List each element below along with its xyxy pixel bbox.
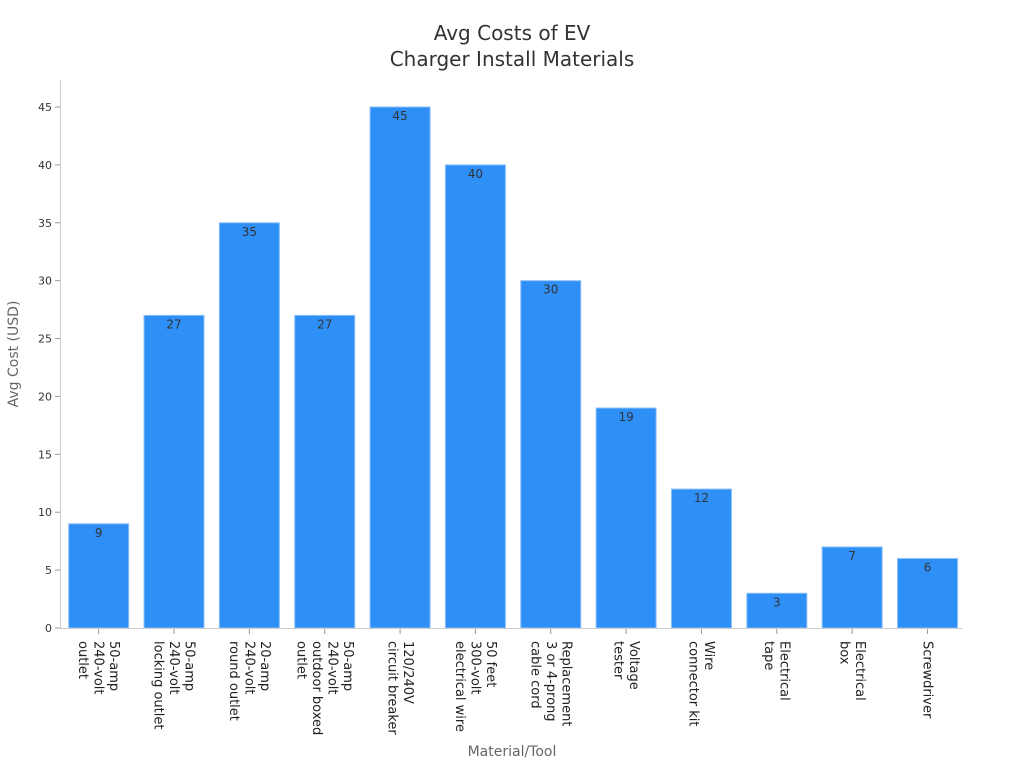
y-axis-label: Avg Cost (USD) xyxy=(6,301,22,408)
bar xyxy=(897,558,959,629)
x-tick-label-line: 240-volt xyxy=(91,641,106,695)
x-tick-label-line: tester xyxy=(610,641,625,680)
y-tick-label: 45 xyxy=(38,101,52,114)
x-tick-label-line: 50 feet xyxy=(483,641,498,687)
x-tick-label-line: Replacement xyxy=(558,641,573,726)
bar-value-label: 3 xyxy=(773,595,781,609)
x-tick-label-line: Screwdriver xyxy=(920,641,935,719)
bar xyxy=(595,407,657,629)
bar xyxy=(218,222,280,629)
x-tick-label-line: 240-volt xyxy=(324,641,339,695)
bar-value-label: 27 xyxy=(317,317,332,331)
x-tick-label-line: 3 or 4-prong xyxy=(543,641,558,722)
chart-title-line-1: Avg Costs of EV xyxy=(434,21,591,45)
y-tick-label: 35 xyxy=(38,217,52,230)
bar-value-label: 12 xyxy=(694,491,709,505)
x-tick-label-line: 50-amp xyxy=(182,641,197,691)
y-tick-label: 5 xyxy=(45,564,52,577)
x-tick-label-line: outlet xyxy=(293,641,308,679)
x-tick-label-line: 120/240V xyxy=(400,641,415,704)
x-tick-label-line: 50-amp xyxy=(106,641,121,691)
x-tick-label-line: tape xyxy=(761,641,776,670)
x-tick-label-line: 240-volt xyxy=(241,641,256,695)
chart-title-line-2: Charger Install Materials xyxy=(390,47,635,71)
bar xyxy=(821,546,883,629)
x-tick-label-line: circuit breaker xyxy=(384,641,399,735)
x-tick-label-line: outlet xyxy=(75,641,90,679)
x-tick-label: Screwdriver xyxy=(920,641,935,719)
x-tick-label-line: Electrical xyxy=(852,641,867,701)
bar-value-label: 45 xyxy=(392,109,407,123)
bar xyxy=(143,314,205,629)
x-tick-label-line: cable cord xyxy=(527,641,542,709)
x-tick-label-line: 240-volt xyxy=(166,641,181,695)
x-tick-label-line: box xyxy=(836,641,851,665)
bar-value-label: 7 xyxy=(848,549,856,563)
x-tick-label-line: Voltage xyxy=(626,641,641,690)
y-tick-label: 25 xyxy=(38,333,52,346)
bar-value-label: 9 xyxy=(95,526,103,540)
x-tick-label-line: 300-volt xyxy=(467,641,482,695)
bar-value-label: 40 xyxy=(468,167,483,181)
x-tick-label-line: Electrical xyxy=(777,641,792,701)
y-tick-label: 20 xyxy=(38,390,52,403)
x-tick-label-line: outdoor boxed xyxy=(309,641,324,735)
bar xyxy=(746,592,808,629)
x-tick-label-line: electrical wire xyxy=(452,641,467,732)
y-tick-label: 0 xyxy=(45,622,52,635)
y-tick-label: 40 xyxy=(38,159,52,172)
x-tick-label-line: 50-amp xyxy=(340,641,355,691)
x-axis-label: Material/Tool xyxy=(468,744,557,760)
bar xyxy=(520,280,582,629)
bar-value-label: 27 xyxy=(166,317,181,331)
bar-value-label: 19 xyxy=(618,410,633,424)
y-tick-label: 15 xyxy=(38,448,52,461)
x-tick-label-line: round outlet xyxy=(226,641,241,721)
bar xyxy=(294,314,356,629)
y-tick-label: 10 xyxy=(38,506,52,519)
x-tick-label-line: Wire xyxy=(701,641,716,670)
bar-value-label: 30 xyxy=(543,283,558,297)
x-tick-label-line: locking outlet xyxy=(151,641,166,729)
bar-value-label: 6 xyxy=(924,561,932,575)
bar-value-label: 35 xyxy=(242,225,257,239)
bar xyxy=(444,164,506,629)
y-tick-label: 30 xyxy=(38,275,52,288)
x-tick-label-line: connector kit xyxy=(686,641,701,727)
bar xyxy=(68,523,130,629)
x-tick-label-line: 20-amp xyxy=(257,641,272,691)
bar xyxy=(369,106,431,629)
bar xyxy=(670,488,732,629)
